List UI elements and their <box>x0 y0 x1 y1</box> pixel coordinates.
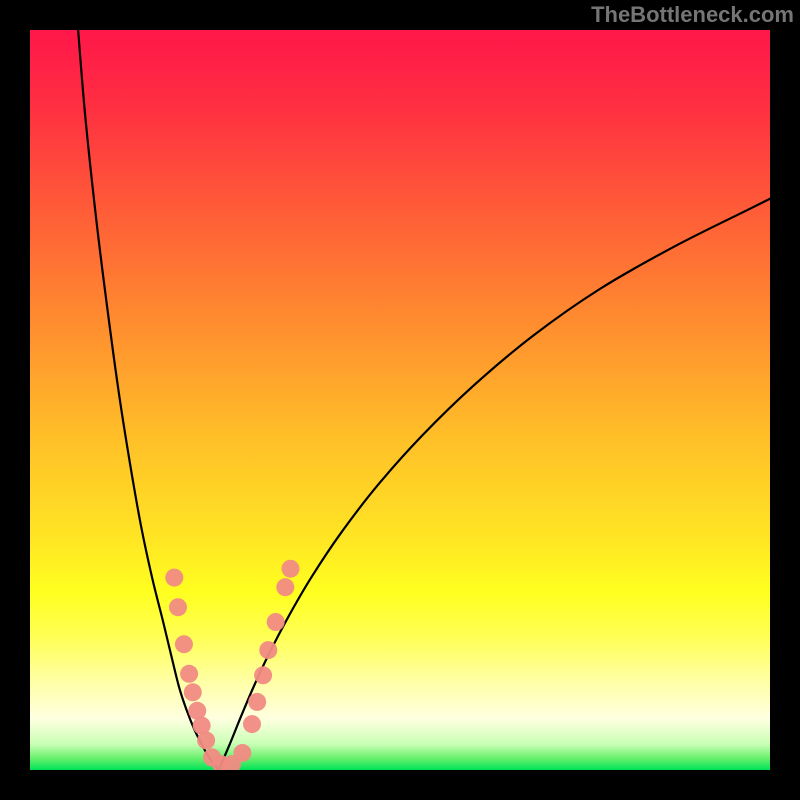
data-marker <box>165 569 183 587</box>
curve-layer <box>30 30 770 770</box>
left-curve <box>78 30 219 770</box>
data-marker <box>243 715 261 733</box>
watermark-text: TheBottleneck.com <box>591 2 794 28</box>
chart-root: TheBottleneck.com <box>0 0 800 800</box>
data-marker <box>197 731 215 749</box>
data-marker <box>281 560 299 578</box>
data-marker <box>248 693 266 711</box>
plot-area <box>30 30 770 770</box>
data-marker <box>169 598 187 616</box>
data-marker <box>175 635 193 653</box>
data-marker <box>259 641 277 659</box>
data-marker <box>180 665 198 683</box>
data-marker <box>267 613 285 631</box>
data-marker <box>184 683 202 701</box>
data-marker <box>276 578 294 596</box>
data-marker <box>233 744 251 762</box>
right-curve <box>219 199 770 770</box>
data-marker <box>254 666 272 684</box>
